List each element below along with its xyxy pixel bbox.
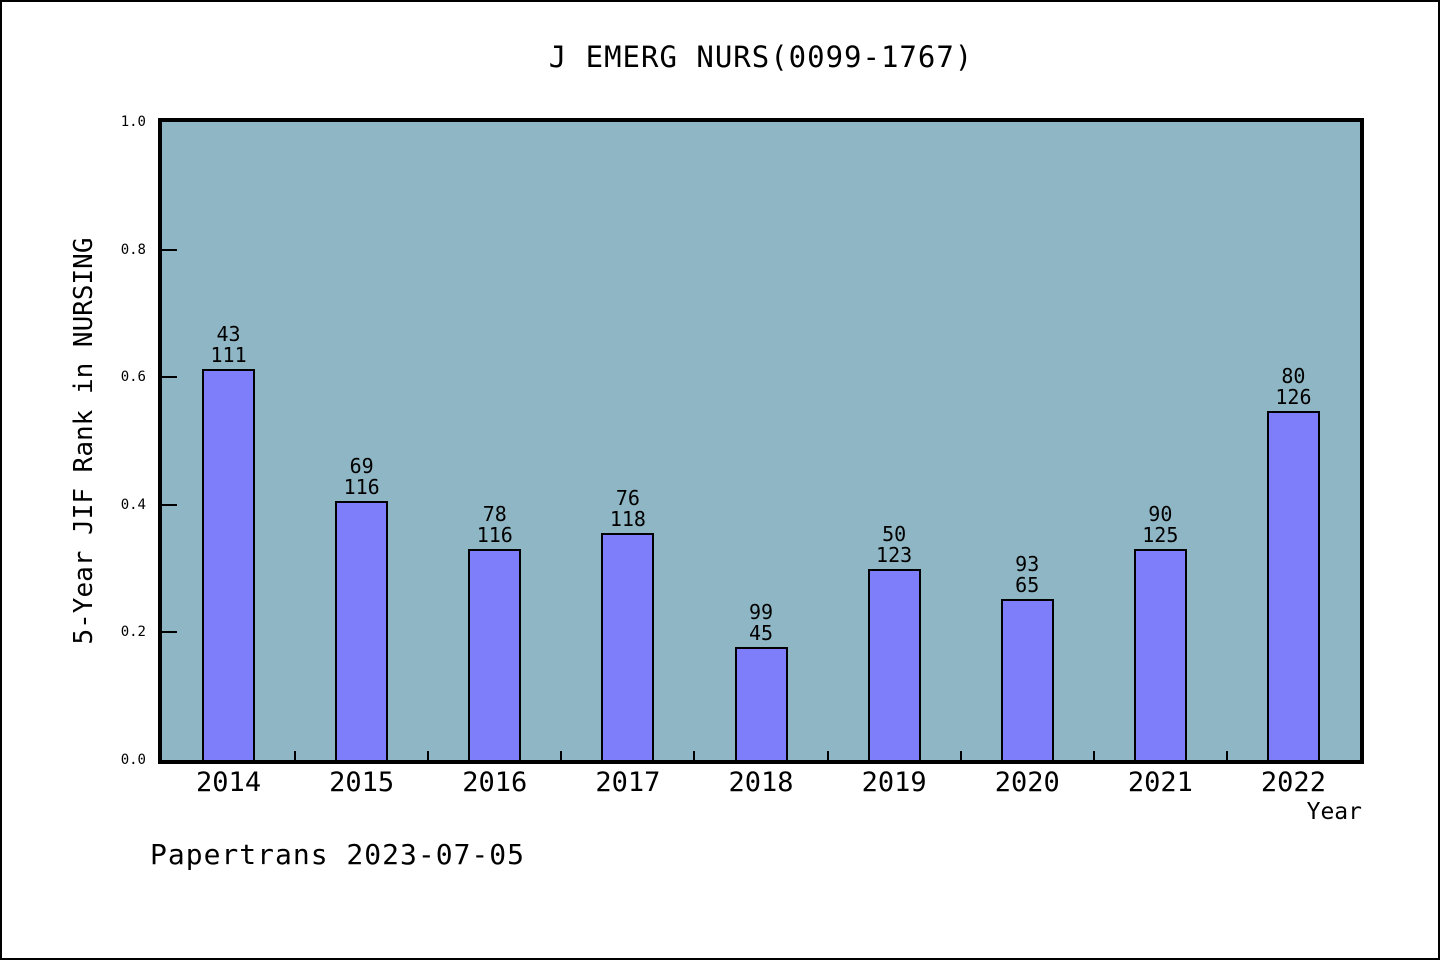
bar-2017: [601, 533, 655, 760]
bar-rank-value: 93: [1015, 552, 1040, 576]
y-tick-labels: 0.0 0.2 0.4 0.6 0.8 1.0: [2, 2, 152, 958]
y-tick-mark: [162, 503, 177, 506]
bar-2016: [468, 549, 522, 760]
bar-2019: [867, 569, 921, 760]
bar-total-value: 116: [343, 475, 380, 499]
x-tick-label-2022: 2022: [1260, 767, 1326, 798]
bar-2021: [1133, 549, 1187, 760]
bar-value-label-2018: 99 45: [711, 602, 811, 644]
bar-total-value: 118: [609, 507, 646, 531]
bar-2015: [335, 501, 389, 760]
bar-value-label-2014: 43 111: [179, 324, 279, 366]
x-tick-labels: 2014 2015 2016 2017 2018 2019 2020 2021 2022: [162, 767, 1360, 799]
bar-total-value: 116: [476, 523, 513, 547]
bar-value-label-2022: 80 126: [1243, 366, 1343, 408]
x-minor-tick: [1092, 751, 1095, 760]
bar-rank-value: 90: [1148, 502, 1173, 526]
bar-total-value: 45: [748, 621, 774, 645]
bar-total-value: 123: [876, 543, 913, 567]
bar-2022: [1266, 411, 1320, 760]
bar-rank-value: 99: [748, 600, 774, 624]
bar-rank-value: 50: [882, 522, 907, 546]
footer-watermark: Papertrans 2023-07-05: [150, 838, 526, 871]
bar-value-label-2016: 78 116: [445, 504, 545, 546]
x-axis-label: Year: [1306, 799, 1362, 825]
x-tick-label-2016: 2016: [462, 767, 528, 798]
bar-total-value: 125: [1142, 523, 1179, 547]
y-tick-mark: [162, 376, 177, 379]
x-minor-tick: [693, 751, 696, 760]
bar-value-label-2019: 50 123: [844, 524, 944, 566]
bar-total-value: 126: [1275, 385, 1312, 409]
bar-total-value: 111: [210, 343, 247, 367]
bar-2014: [202, 369, 256, 760]
bar-rank-value: 43: [216, 322, 241, 346]
bar-value-label-2015: 69 116: [312, 456, 412, 498]
x-minor-tick: [294, 751, 297, 760]
x-tick-label-2014: 2014: [196, 767, 262, 798]
x-tick-label-2020: 2020: [994, 767, 1060, 798]
bar-2018: [734, 647, 788, 760]
y-tick-label-0.8: 0.8: [120, 241, 146, 258]
x-minor-tick: [560, 751, 563, 760]
bar-value-label-2017: 76 118: [578, 488, 678, 530]
y-tick-label-1.0: 1.0: [120, 114, 146, 130]
bar-total-value: 65: [1015, 573, 1040, 597]
bar-2020: [1000, 599, 1054, 760]
plot-area: 43 111 69 116 78 116 76 118 99 45 50 123 93 65 90 125 80…: [158, 118, 1364, 764]
y-tick-label-0.0: 0.0: [120, 752, 146, 768]
bar-rank-value: 76: [615, 486, 640, 510]
x-minor-tick: [826, 751, 829, 760]
bar-rank-value: 69: [349, 454, 374, 478]
y-tick-label-0.6: 0.6: [120, 369, 146, 386]
x-tick-label-2017: 2017: [595, 767, 661, 798]
x-minor-tick: [959, 751, 962, 760]
x-minor-tick: [427, 751, 430, 760]
y-tick-mark: [162, 248, 177, 251]
x-tick-label-2021: 2021: [1127, 767, 1193, 798]
bar-rank-value: 78: [482, 502, 507, 526]
bar-value-label-2020: 93 65: [977, 554, 1077, 596]
x-minor-tick: [1225, 751, 1228, 760]
x-tick-label-2015: 2015: [329, 767, 395, 798]
x-tick-label-2019: 2019: [861, 767, 927, 798]
y-tick-label-0.4: 0.4: [120, 496, 146, 513]
y-tick-label-0.2: 0.2: [120, 624, 146, 641]
y-tick-mark: [162, 631, 177, 634]
chart-title: J EMERG NURS(0099-1767): [548, 40, 974, 74]
bar-value-label-2021: 90 125: [1110, 504, 1210, 546]
x-tick-label-2018: 2018: [728, 767, 794, 798]
bar-rank-value: 80: [1281, 364, 1306, 388]
